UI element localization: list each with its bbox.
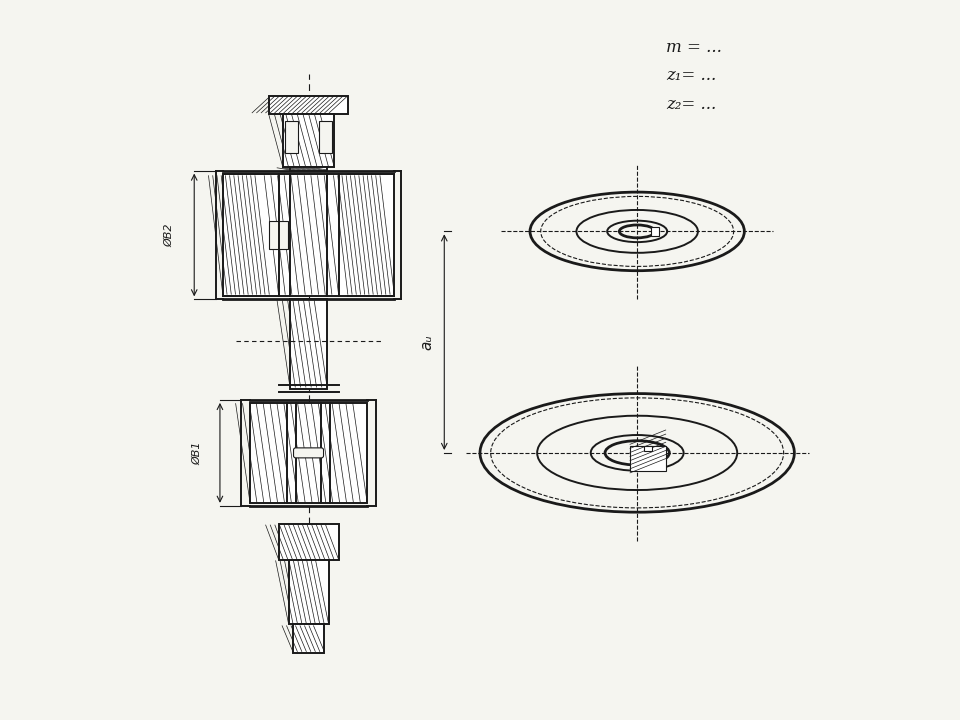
Bar <box>285 121 298 153</box>
Bar <box>223 174 395 296</box>
Bar <box>320 121 332 153</box>
Text: z₂= ...: z₂= ... <box>665 96 716 112</box>
Text: aᵤ: aᵤ <box>419 334 434 350</box>
Bar <box>652 227 659 235</box>
Bar <box>296 450 322 456</box>
Bar <box>290 300 327 389</box>
Bar <box>293 624 324 653</box>
Bar <box>250 403 367 503</box>
Bar <box>630 446 665 472</box>
Bar <box>278 524 339 560</box>
Bar <box>290 167 327 171</box>
Bar <box>269 96 348 114</box>
Text: z₁= ...: z₁= ... <box>665 67 716 84</box>
Bar <box>283 114 334 167</box>
Text: m = ...: m = ... <box>665 38 722 55</box>
FancyBboxPatch shape <box>294 448 324 458</box>
Text: ØB1: ØB1 <box>192 441 203 464</box>
Bar <box>289 560 328 624</box>
Bar <box>269 221 288 249</box>
Text: ØB2: ØB2 <box>164 223 174 247</box>
Bar <box>643 446 652 451</box>
